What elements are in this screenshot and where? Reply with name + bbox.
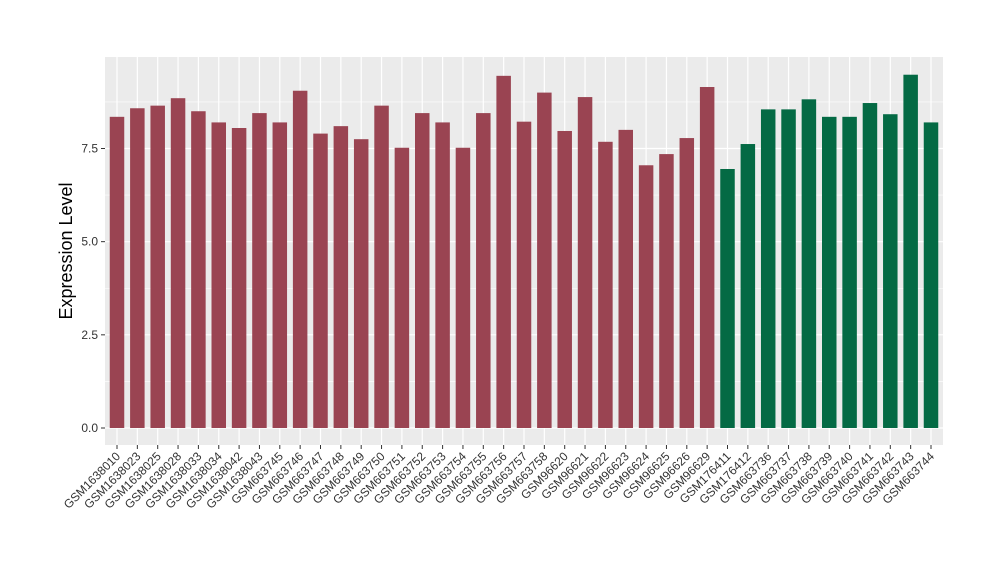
bar-GSM663738 bbox=[801, 99, 817, 429]
bar-GSM1638042 bbox=[231, 128, 247, 428]
bar-GSM663741 bbox=[862, 103, 878, 428]
bar-GSM663737 bbox=[781, 109, 796, 429]
bar-GSM663746 bbox=[292, 90, 308, 428]
y-tick-label: 5.0 bbox=[81, 235, 98, 249]
bar-GSM663754 bbox=[455, 147, 471, 428]
bar-GSM1638033 bbox=[191, 111, 206, 428]
bar-GSM663756 bbox=[496, 75, 511, 428]
bar-GSM663740 bbox=[842, 116, 857, 428]
bar-GSM663748 bbox=[333, 126, 349, 428]
bar-GSM663750 bbox=[374, 105, 389, 428]
bar-GSM663758 bbox=[537, 92, 552, 428]
bar-GSM96623 bbox=[618, 129, 633, 428]
bar-GSM1638010 bbox=[109, 116, 125, 428]
y-tick-label: 2.5 bbox=[81, 328, 98, 342]
bar-GSM176412 bbox=[740, 144, 756, 428]
bar-GSM1638025 bbox=[150, 105, 165, 428]
bar-GSM663752 bbox=[415, 113, 430, 428]
bar-GSM663755 bbox=[476, 113, 491, 428]
bar-GSM1638043 bbox=[252, 113, 267, 428]
bar-GSM1638023 bbox=[130, 108, 145, 428]
bar-GSM1638034 bbox=[211, 122, 226, 428]
bar-GSM96622 bbox=[598, 141, 613, 429]
bar-GSM663744 bbox=[923, 122, 939, 428]
x-axis: GSM1638010GSM1638023GSM1638025GSM1638028… bbox=[61, 445, 937, 511]
y-axis: 0.0 2.5 5.0 7.5 bbox=[81, 142, 105, 435]
bar-GSM663736 bbox=[760, 109, 776, 429]
bar-GSM96620 bbox=[557, 130, 572, 428]
bar-GSM96629 bbox=[699, 87, 715, 428]
bar-GSM176411 bbox=[720, 168, 735, 428]
bar-GSM1638028 bbox=[170, 98, 186, 428]
bars bbox=[109, 74, 939, 429]
bar-GSM663753 bbox=[435, 122, 450, 428]
bar-GSM663745 bbox=[272, 122, 288, 428]
bar-GSM96626 bbox=[679, 138, 695, 428]
bar-GSM663757 bbox=[516, 121, 532, 428]
bar-GSM663747 bbox=[313, 133, 328, 429]
bar-GSM663743 bbox=[903, 74, 918, 428]
bar-GSM96621 bbox=[577, 97, 593, 429]
bar-GSM663751 bbox=[394, 147, 410, 428]
bar-GSM663742 bbox=[883, 114, 898, 429]
y-tick-label: 7.5 bbox=[81, 142, 98, 156]
y-axis-title: Expression Level bbox=[56, 182, 76, 319]
bar-GSM663739 bbox=[822, 116, 837, 428]
y-tick-label: 0.0 bbox=[81, 421, 98, 435]
bar-GSM663749 bbox=[353, 139, 369, 428]
bar-GSM96625 bbox=[659, 154, 674, 428]
bar-GSM96624 bbox=[638, 165, 654, 428]
